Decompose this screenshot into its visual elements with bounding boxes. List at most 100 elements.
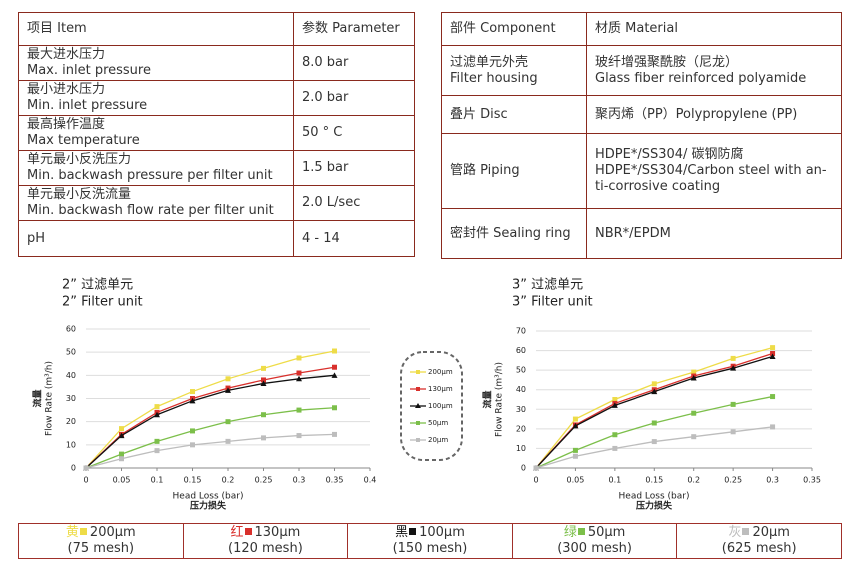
series-line [85, 350, 335, 469]
chart-title: 2” 过滤单元 [62, 278, 133, 293]
cell: 2.0 bar [293, 80, 415, 116]
mesh-size: 50μm [587, 525, 626, 540]
color-name: 灰 [728, 525, 742, 540]
point [332, 364, 337, 370]
header-cell: 参数 Parameter [293, 12, 415, 46]
point [533, 465, 539, 471]
chart-subtitle: 3” Filter unit [512, 295, 593, 310]
x-tick-label: 0.15 [645, 476, 663, 485]
point [189, 397, 196, 404]
cell: 单元最小反洗压力 Min. backwash pressure per filt… [18, 150, 294, 186]
cell: 玻纤增强聚酰胺（尼龙） Glass fiber reinforced polya… [586, 45, 842, 96]
y-tick-label: 70 [516, 327, 526, 336]
mesh-count: (120 mesh) [228, 541, 303, 556]
cell: 过滤单元外壳 Filter housing [441, 45, 587, 96]
legend-marker [416, 387, 420, 391]
legend-line: 黄 200μm [19, 525, 183, 541]
y-tick-label: 50 [66, 348, 76, 357]
legend-box [400, 351, 463, 461]
chart-subtitle: 2” Filter unit [62, 295, 143, 310]
point [572, 422, 579, 429]
y-tick-label: 20 [66, 417, 76, 426]
cell: 最高操作温度 Max temperature [18, 115, 294, 151]
header-row: 部件 Component 材质 Material [441, 12, 842, 46]
y-tick-label: 0 [521, 464, 526, 473]
point [730, 429, 736, 435]
point [154, 411, 160, 418]
point [651, 420, 657, 426]
cell: 单元最小反洗流量 Min. backwash flow rate per fil… [18, 185, 294, 221]
cell: 聚丙烯（PP）Polypropylene (PP) [586, 95, 842, 134]
point [296, 433, 302, 439]
x-tick-label: 0.35 [326, 476, 344, 485]
legend-cell: 红 130μm (120 mesh) [182, 523, 349, 559]
x-tick-label: 0.25 [724, 476, 742, 485]
point [332, 431, 337, 437]
x-tick-label: 0.05 [113, 476, 131, 485]
point [332, 405, 337, 411]
row: 管路 Piping HDPE*/SS304/ 碳钢防腐 HDPE*/SS304/C… [441, 133, 842, 209]
row: 叠片 Disc 聚丙烯（PP）Polypropylene (PP) [441, 95, 842, 134]
y-axis-label-cn: 流量 [32, 389, 44, 407]
point [612, 445, 618, 451]
cell: pH [18, 220, 294, 257]
cell: 最大进水压力 Max. inlet pressure [18, 45, 294, 81]
legend-cell: 绿 50μm (300 mesh) [511, 523, 678, 559]
point [296, 370, 302, 376]
cell: 2.0 L/sec [293, 185, 415, 221]
color-name: 黑 [395, 525, 409, 540]
point [83, 465, 89, 471]
point [691, 434, 697, 440]
cell: NBR*/EPDM [586, 208, 842, 259]
row: 最高操作温度 Max temperature 50 ° C [18, 115, 415, 151]
spec-table: 项目 Item 参数 Parameter 最大进水压力 Max. inlet pre… [18, 12, 415, 257]
color-square [577, 528, 585, 535]
point [260, 380, 267, 386]
legend-marker [415, 403, 421, 408]
point [225, 419, 231, 425]
x-tick-label: 0.3 [293, 476, 306, 485]
color-name: 红 [230, 525, 244, 540]
point [770, 424, 776, 430]
point [261, 435, 266, 441]
y-tick-label: 60 [66, 325, 76, 334]
series-line [535, 347, 773, 469]
point [572, 453, 578, 459]
legend-line: 红 130μm [184, 525, 348, 541]
legend-label: 130μm [428, 385, 453, 393]
cell: 1.5 bar [293, 150, 415, 186]
legend-line: 灰 20μm [677, 525, 841, 541]
point [690, 374, 697, 381]
cell: 4 - 14 [293, 220, 415, 257]
point [770, 345, 776, 351]
y-tick-label: 60 [516, 346, 526, 355]
chart-title: 3” 过滤单元 [512, 278, 583, 293]
point [770, 394, 776, 400]
legend-label: 100μm [428, 402, 453, 410]
material-table: 部件 Component 材质 Material 过滤单元外壳 Filter hou… [441, 12, 842, 259]
legend-marker [416, 370, 420, 374]
charts: 2” 过滤单元 2” Filter unit 0 10 20 30 40 50 60 0 0.05 0… [32, 278, 821, 512]
point [691, 369, 697, 375]
mesh-size: 100μm [419, 525, 465, 540]
series-line [535, 355, 773, 469]
mesh-count: (75 mesh) [67, 541, 135, 556]
color-square [742, 528, 750, 535]
point [730, 355, 736, 361]
cell: 叠片 Disc [441, 95, 587, 134]
row: 最大进水压力 Max. inlet pressure 8.0 bar [18, 45, 415, 81]
x-tick-label: 0.2 [222, 476, 235, 485]
point [154, 448, 160, 454]
mesh-count: (150 mesh) [392, 541, 468, 556]
legend-label: 200μm [428, 368, 453, 376]
series-line [85, 366, 335, 469]
color-name: 黄 [65, 525, 79, 540]
point [296, 355, 302, 361]
row: 单元最小反洗压力 Min. backwash pressure per filt… [18, 150, 415, 186]
series-line [85, 407, 335, 469]
point [611, 402, 618, 408]
header-cell: 材质 Material [586, 12, 842, 46]
color-square [244, 528, 252, 535]
y-axis-label: Flow Rate (m³/h) [45, 361, 55, 436]
legend-marker [416, 421, 420, 425]
